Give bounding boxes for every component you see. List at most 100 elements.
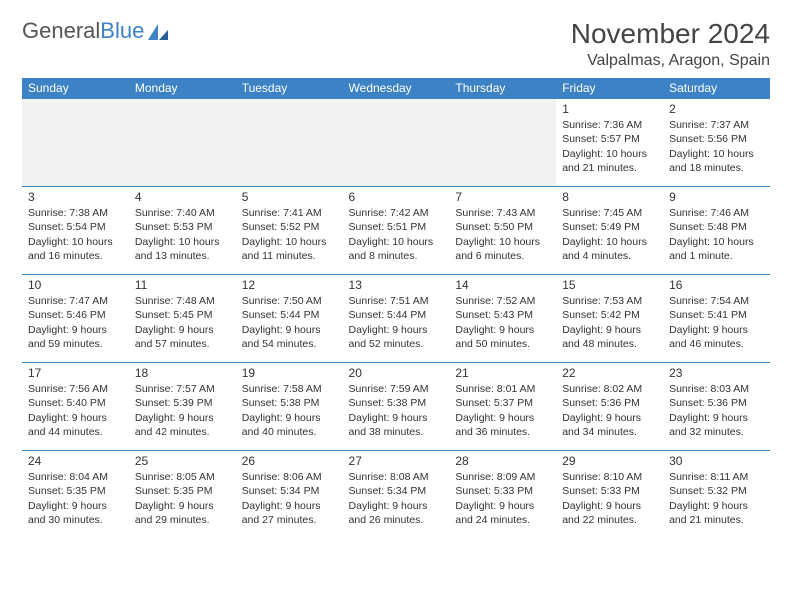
day-number: 23 (669, 365, 764, 381)
day-number: 25 (135, 453, 230, 469)
calendar-cell: 1Sunrise: 7:36 AMSunset: 5:57 PMDaylight… (556, 99, 663, 187)
day-number: 28 (455, 453, 550, 469)
daylight-text: Daylight: 9 hours and 21 minutes. (669, 499, 764, 527)
daylight-text: Daylight: 9 hours and 29 minutes. (135, 499, 230, 527)
dayhead-tuesday: Tuesday (236, 78, 343, 99)
day-number: 12 (242, 277, 337, 293)
daylight-text: Daylight: 9 hours and 40 minutes. (242, 411, 337, 439)
calendar-week: 1Sunrise: 7:36 AMSunset: 5:57 PMDaylight… (22, 99, 770, 187)
day-number: 9 (669, 189, 764, 205)
day-number: 15 (562, 277, 657, 293)
calendar-cell-blank (343, 99, 450, 187)
sunset-text: Sunset: 5:42 PM (562, 308, 657, 322)
daylight-text: Daylight: 9 hours and 34 minutes. (562, 411, 657, 439)
sunrise-text: Sunrise: 7:47 AM (28, 294, 123, 308)
sunrise-text: Sunrise: 8:11 AM (669, 470, 764, 484)
sunrise-text: Sunrise: 7:41 AM (242, 206, 337, 220)
daylight-text: Daylight: 9 hours and 44 minutes. (28, 411, 123, 439)
calendar-week: 24Sunrise: 8:04 AMSunset: 5:35 PMDayligh… (22, 451, 770, 539)
day-number: 26 (242, 453, 337, 469)
sunrise-text: Sunrise: 8:10 AM (562, 470, 657, 484)
calendar-cell: 21Sunrise: 8:01 AMSunset: 5:37 PMDayligh… (449, 363, 556, 451)
calendar-week: 3Sunrise: 7:38 AMSunset: 5:54 PMDaylight… (22, 187, 770, 275)
calendar-cell: 15Sunrise: 7:53 AMSunset: 5:42 PMDayligh… (556, 275, 663, 363)
dayhead-friday: Friday (556, 78, 663, 99)
calendar-cell: 10Sunrise: 7:47 AMSunset: 5:46 PMDayligh… (22, 275, 129, 363)
dayhead-saturday: Saturday (663, 78, 770, 99)
sunset-text: Sunset: 5:54 PM (28, 220, 123, 234)
sunset-text: Sunset: 5:35 PM (135, 484, 230, 498)
daylight-text: Daylight: 10 hours and 6 minutes. (455, 235, 550, 263)
dayhead-sunday: Sunday (22, 78, 129, 99)
daylight-text: Daylight: 10 hours and 21 minutes. (562, 147, 657, 175)
daylight-text: Daylight: 9 hours and 48 minutes. (562, 323, 657, 351)
sunset-text: Sunset: 5:50 PM (455, 220, 550, 234)
sunset-text: Sunset: 5:34 PM (349, 484, 444, 498)
day-header-row: Sunday Monday Tuesday Wednesday Thursday… (22, 78, 770, 99)
sunset-text: Sunset: 5:45 PM (135, 308, 230, 322)
daylight-text: Daylight: 10 hours and 8 minutes. (349, 235, 444, 263)
calendar-cell: 11Sunrise: 7:48 AMSunset: 5:45 PMDayligh… (129, 275, 236, 363)
sunrise-text: Sunrise: 8:08 AM (349, 470, 444, 484)
sunset-text: Sunset: 5:41 PM (669, 308, 764, 322)
sunrise-text: Sunrise: 7:37 AM (669, 118, 764, 132)
daylight-text: Daylight: 9 hours and 38 minutes. (349, 411, 444, 439)
calendar-cell: 12Sunrise: 7:50 AMSunset: 5:44 PMDayligh… (236, 275, 343, 363)
sunrise-text: Sunrise: 7:45 AM (562, 206, 657, 220)
calendar-cell-blank (449, 99, 556, 187)
sunrise-text: Sunrise: 7:50 AM (242, 294, 337, 308)
day-number: 22 (562, 365, 657, 381)
sunset-text: Sunset: 5:51 PM (349, 220, 444, 234)
calendar-cell: 14Sunrise: 7:52 AMSunset: 5:43 PMDayligh… (449, 275, 556, 363)
day-number: 8 (562, 189, 657, 205)
daylight-text: Daylight: 9 hours and 46 minutes. (669, 323, 764, 351)
sunrise-text: Sunrise: 7:36 AM (562, 118, 657, 132)
daylight-text: Daylight: 9 hours and 24 minutes. (455, 499, 550, 527)
calendar-cell: 29Sunrise: 8:10 AMSunset: 5:33 PMDayligh… (556, 451, 663, 539)
dayhead-monday: Monday (129, 78, 236, 99)
calendar-cell: 16Sunrise: 7:54 AMSunset: 5:41 PMDayligh… (663, 275, 770, 363)
sunrise-text: Sunrise: 7:48 AM (135, 294, 230, 308)
calendar-cell: 3Sunrise: 7:38 AMSunset: 5:54 PMDaylight… (22, 187, 129, 275)
day-number: 3 (28, 189, 123, 205)
sunrise-text: Sunrise: 7:53 AM (562, 294, 657, 308)
day-number: 16 (669, 277, 764, 293)
daylight-text: Daylight: 9 hours and 42 minutes. (135, 411, 230, 439)
location: Valpalmas, Aragon, Spain (571, 52, 770, 70)
daylight-text: Daylight: 10 hours and 11 minutes. (242, 235, 337, 263)
calendar-cell: 6Sunrise: 7:42 AMSunset: 5:51 PMDaylight… (343, 187, 450, 275)
sunset-text: Sunset: 5:33 PM (562, 484, 657, 498)
daylight-text: Daylight: 9 hours and 26 minutes. (349, 499, 444, 527)
sunset-text: Sunset: 5:36 PM (562, 396, 657, 410)
daylight-text: Daylight: 9 hours and 52 minutes. (349, 323, 444, 351)
calendar-cell: 18Sunrise: 7:57 AMSunset: 5:39 PMDayligh… (129, 363, 236, 451)
logo-word2: Blue (100, 18, 144, 44)
header: GeneralBlue November 2024 Valpalmas, Ara… (22, 18, 770, 70)
dayhead-thursday: Thursday (449, 78, 556, 99)
calendar-cell: 20Sunrise: 7:59 AMSunset: 5:38 PMDayligh… (343, 363, 450, 451)
daylight-text: Daylight: 9 hours and 27 minutes. (242, 499, 337, 527)
day-number: 4 (135, 189, 230, 205)
calendar-cell: 7Sunrise: 7:43 AMSunset: 5:50 PMDaylight… (449, 187, 556, 275)
calendar-week: 10Sunrise: 7:47 AMSunset: 5:46 PMDayligh… (22, 275, 770, 363)
daylight-text: Daylight: 9 hours and 54 minutes. (242, 323, 337, 351)
day-number: 20 (349, 365, 444, 381)
sunrise-text: Sunrise: 7:56 AM (28, 382, 123, 396)
calendar-cell: 5Sunrise: 7:41 AMSunset: 5:52 PMDaylight… (236, 187, 343, 275)
daylight-text: Daylight: 9 hours and 32 minutes. (669, 411, 764, 439)
sunset-text: Sunset: 5:32 PM (669, 484, 764, 498)
calendar-cell: 26Sunrise: 8:06 AMSunset: 5:34 PMDayligh… (236, 451, 343, 539)
calendar-cell: 24Sunrise: 8:04 AMSunset: 5:35 PMDayligh… (22, 451, 129, 539)
daylight-text: Daylight: 9 hours and 50 minutes. (455, 323, 550, 351)
calendar-cell: 30Sunrise: 8:11 AMSunset: 5:32 PMDayligh… (663, 451, 770, 539)
day-number: 27 (349, 453, 444, 469)
day-number: 2 (669, 101, 764, 117)
sunset-text: Sunset: 5:53 PM (135, 220, 230, 234)
daylight-text: Daylight: 10 hours and 13 minutes. (135, 235, 230, 263)
day-number: 11 (135, 277, 230, 293)
sunrise-text: Sunrise: 7:51 AM (349, 294, 444, 308)
day-number: 6 (349, 189, 444, 205)
calendar-body: 1Sunrise: 7:36 AMSunset: 5:57 PMDaylight… (22, 99, 770, 539)
calendar-cell-blank (22, 99, 129, 187)
calendar-cell: 4Sunrise: 7:40 AMSunset: 5:53 PMDaylight… (129, 187, 236, 275)
